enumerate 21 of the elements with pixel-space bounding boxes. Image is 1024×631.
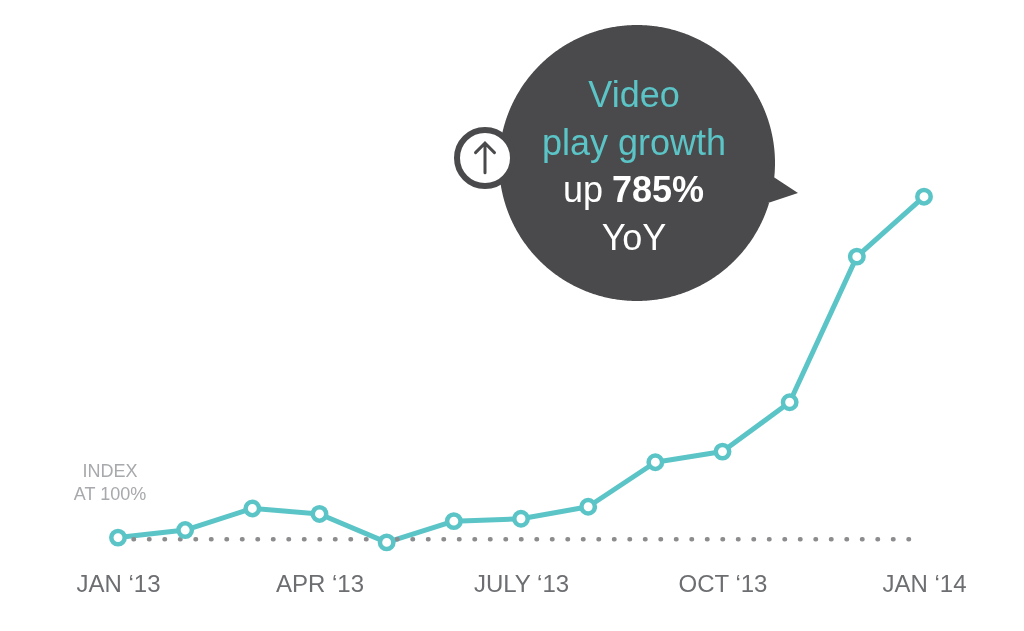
point xyxy=(512,509,530,528)
x-tick-label: JULY ‘13 xyxy=(473,569,570,597)
point xyxy=(847,247,866,266)
point xyxy=(444,512,463,531)
x-tick-label: APR ‘13 xyxy=(275,569,365,597)
point xyxy=(579,497,598,516)
point xyxy=(243,499,262,518)
point xyxy=(176,521,195,539)
ref-line-label: INDEX AT 100% xyxy=(73,461,147,505)
point xyxy=(377,533,396,552)
point xyxy=(310,505,329,523)
point xyxy=(713,442,732,461)
x-tick-label: JAN ‘14 xyxy=(882,569,967,597)
annotation: up 785% YoY xyxy=(562,169,705,258)
point xyxy=(915,187,933,206)
x-tick-label: JAN ‘13 xyxy=(76,569,161,597)
point xyxy=(109,528,127,547)
point xyxy=(780,393,799,412)
text: Video play growth xyxy=(541,74,727,163)
point xyxy=(646,453,665,472)
x-tick-label: OCT ‘13 xyxy=(678,569,768,597)
